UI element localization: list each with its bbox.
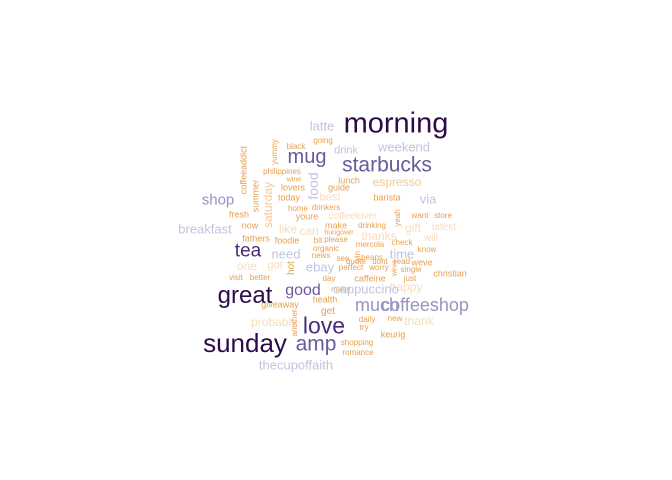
word-much: giveaway xyxy=(261,299,299,310)
word-love: love xyxy=(302,312,346,339)
word-single: single xyxy=(400,265,422,274)
word-going: going xyxy=(313,136,333,145)
word-hungover: hungover xyxy=(324,229,354,237)
word-make: make xyxy=(324,220,348,231)
word-thecupoffaith: thecupoffaith xyxy=(258,357,334,373)
word-black: black xyxy=(286,142,306,151)
word-shopping: shopping xyxy=(340,338,374,347)
word-great: much xyxy=(354,295,400,315)
word-coffeeshop: health xyxy=(312,294,338,305)
word-philippines: philippines xyxy=(263,167,301,176)
word-health: just xyxy=(403,274,417,283)
word-probably: daily xyxy=(358,315,376,324)
word-best: best xyxy=(319,191,341,204)
word-try: maker xyxy=(331,286,351,294)
word-please: please xyxy=(324,235,348,244)
word-christian: christian xyxy=(433,268,467,279)
word-ebay: ebay xyxy=(305,259,335,275)
word-espresso: espresso xyxy=(372,175,422,189)
word-summer: summer xyxy=(250,179,261,213)
word-weekend: weekend xyxy=(377,139,431,155)
word-mug: mug xyxy=(287,146,327,168)
word-organic: organic xyxy=(312,244,340,253)
word-today: today xyxy=(277,192,301,203)
word-shop: shop xyxy=(201,191,235,209)
word-dont: dont xyxy=(372,257,388,266)
word-can: can xyxy=(299,224,319,238)
word-giveaway: caffeine xyxy=(354,273,386,284)
word-via: via xyxy=(419,191,437,207)
word-visit: visit xyxy=(229,273,243,282)
word-want: want xyxy=(411,211,429,220)
word-new: thank xyxy=(404,314,434,328)
word-drinking: drinking xyxy=(357,221,387,230)
word-see: see xyxy=(336,254,350,263)
word-know: know xyxy=(417,245,437,254)
word-caffeine: good xyxy=(285,282,321,299)
word-maker: get xyxy=(321,306,335,317)
word-gift: gift xyxy=(404,221,422,235)
word-weve: weve xyxy=(391,259,399,277)
word-fresh: fresh xyxy=(228,209,250,220)
word-perfect: perfect xyxy=(338,263,364,272)
word-latte: latte xyxy=(309,118,335,134)
word-starbucks: starbucks xyxy=(342,153,432,177)
word-store: store xyxy=(434,211,452,220)
word-coffeelover: coffeelover xyxy=(328,211,378,222)
word-just: cappuccino xyxy=(333,281,399,297)
word-bit: bit xyxy=(313,236,323,245)
word-like: like xyxy=(278,222,298,236)
word-got: got xyxy=(267,259,283,272)
word-tea: tea xyxy=(234,240,262,262)
word-guide: guide xyxy=(327,182,351,193)
word-foodie: foodie xyxy=(274,235,300,246)
word-lovers: lovers xyxy=(280,182,306,193)
word-day: great xyxy=(217,282,273,309)
word-mercola: mercola xyxy=(355,240,385,249)
word-romance: romance xyxy=(342,348,374,357)
word-saturday: saturday xyxy=(261,181,275,229)
word-will: will xyxy=(424,233,438,244)
word-morning: morning xyxy=(343,107,449,140)
word-better: better xyxy=(249,273,271,282)
word-barista: barista xyxy=(373,192,401,203)
word-thanks: thanks xyxy=(361,229,397,243)
word-read: read xyxy=(393,257,411,266)
word-breakfast: breakfast xyxy=(178,221,232,237)
word-amp: amp xyxy=(295,332,337,356)
word-yummy: yummy xyxy=(270,139,279,165)
word-need: need xyxy=(271,246,301,262)
word-drink: drink xyxy=(334,144,358,157)
word-lunch: lunch xyxy=(338,175,360,186)
word-daily: new xyxy=(387,314,403,323)
word-youre: youre xyxy=(295,211,319,222)
word-hot: hot xyxy=(286,261,297,275)
word-coffeeaddict: coffeeaddict xyxy=(238,145,249,195)
word-wine: wine xyxy=(286,176,302,184)
word-food: food xyxy=(305,172,321,200)
word-good: coffeeshop xyxy=(381,295,469,315)
word-get: probably xyxy=(250,315,298,329)
word-check: check xyxy=(391,238,413,247)
word-another: try xyxy=(359,323,369,332)
word-weve-2: weve xyxy=(411,257,433,268)
word-latest: latest xyxy=(432,222,456,233)
word-fathers: fathers xyxy=(242,233,270,244)
word-one: one xyxy=(236,259,258,273)
word-drinkers: drinkers xyxy=(311,203,341,212)
word-sunday: sunday xyxy=(203,328,287,358)
word-quote: quote xyxy=(345,257,367,266)
word-yeah: yeah xyxy=(393,209,402,227)
word-news: news xyxy=(311,251,331,260)
word-time: time xyxy=(389,246,415,262)
word-now: now xyxy=(241,220,259,231)
word-beans: beans xyxy=(361,253,383,262)
word-home: home xyxy=(287,204,309,213)
word-worry: worry xyxy=(369,263,389,272)
word-happy: happy xyxy=(389,280,423,294)
word-cappuccino: day xyxy=(322,274,336,283)
word-keurig: keurig xyxy=(380,329,406,340)
